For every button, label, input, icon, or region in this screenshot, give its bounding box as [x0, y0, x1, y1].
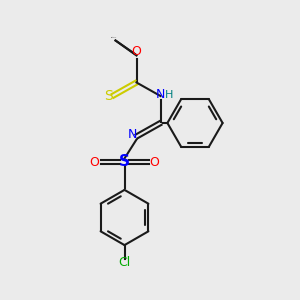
Text: O: O: [150, 155, 159, 169]
Text: methoxy: methoxy: [111, 36, 117, 38]
Text: O: O: [132, 45, 141, 58]
Text: H: H: [165, 89, 174, 100]
Text: S: S: [119, 154, 130, 169]
Text: N: N: [156, 88, 165, 101]
Text: S: S: [104, 89, 113, 103]
Text: N: N: [128, 128, 138, 141]
Text: O: O: [90, 155, 99, 169]
Text: Cl: Cl: [118, 256, 130, 269]
